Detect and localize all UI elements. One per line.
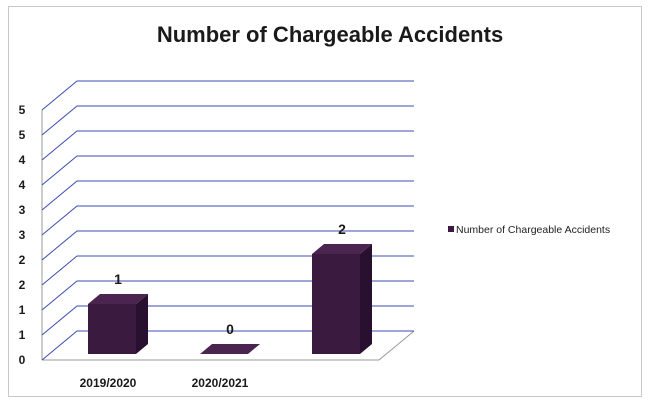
y-tick-label: 2 (19, 278, 26, 292)
x-tick-label: 2019/2020 (80, 376, 137, 390)
bar (312, 254, 360, 354)
bar-top (200, 344, 260, 354)
y-tick-label: 5 (19, 103, 26, 117)
y-tick-label: 3 (19, 203, 26, 217)
bar-side (136, 294, 148, 354)
chart-title: Number of Chargeable Accidents (156, 22, 504, 47)
legend-label: Number of Chargeable Accidents (456, 224, 611, 236)
y-tick-label: 5 (19, 128, 26, 142)
gridline (41, 205, 414, 236)
gridline (41, 255, 414, 286)
data-label: 0 (226, 321, 234, 337)
gridline (41, 130, 414, 161)
bar-top (88, 294, 148, 304)
floor-right-edge (378, 330, 415, 361)
gridline (41, 155, 414, 186)
gridline (41, 105, 414, 136)
bar (88, 304, 136, 354)
gridline (41, 80, 414, 111)
data-label: 1 (114, 271, 122, 287)
data-label: 2 (338, 221, 346, 237)
gridline (41, 305, 414, 336)
gridline (41, 330, 414, 361)
x-tick-label: 2020/2021 (192, 376, 249, 390)
y-tick-label: 1 (19, 328, 26, 342)
y-tick-label: 0 (19, 353, 26, 367)
legend-swatch (448, 226, 454, 232)
y-tick-label: 3 (19, 228, 26, 242)
bar-side (360, 244, 372, 354)
y-tick-label: 4 (19, 178, 26, 192)
y-tick-label: 2 (19, 253, 26, 267)
gridline (41, 180, 414, 211)
y-tick-label: 1 (19, 303, 26, 317)
gridline (41, 280, 414, 311)
gridline (41, 230, 414, 261)
chart-legend: Number of Chargeable Accidents (448, 224, 610, 236)
bar-top (312, 244, 372, 254)
y-tick-label: 4 (19, 153, 26, 167)
